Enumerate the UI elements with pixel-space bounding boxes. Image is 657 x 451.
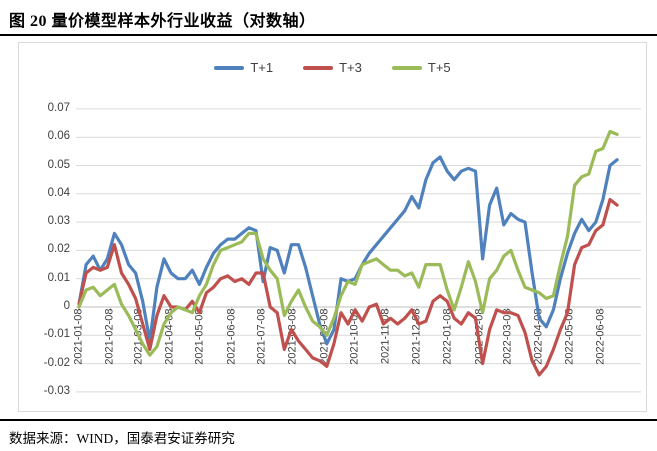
x-tick-label: 2021-04-08: [163, 308, 176, 365]
legend-label: T+3: [339, 60, 362, 75]
x-tick-label: 2022-01-08: [441, 308, 454, 365]
page-title: 图 20 量价模型样本外行业收益（对数轴）: [9, 13, 316, 30]
x-tick-label: 2021-03-08: [132, 308, 145, 365]
y-tick-label: -0.02: [43, 356, 70, 369]
chart-frame: T+1 T+3 T+5 0.07 0.06 0.05 0.04 0.03 0.02 0.01 0 -…: [18, 42, 647, 412]
y-tick-label: 0.01: [47, 271, 70, 284]
legend-swatch: [303, 65, 334, 70]
y-tick-label: 0: [63, 300, 70, 312]
x-tick-label: 2021-07-08: [255, 308, 268, 365]
y-tick-label: 0.07: [47, 101, 70, 114]
legend-label: T+5: [427, 60, 451, 75]
x-tick-label: 2021-08-08: [286, 308, 299, 365]
x-tick-label: 2021-06-08: [225, 308, 238, 365]
source-rule: [0, 419, 657, 421]
legend-item-t5: T+5: [391, 60, 451, 75]
y-tick-label: 0.05: [47, 158, 70, 171]
x-tick-label: 2021-11-08: [379, 308, 392, 364]
y-tick-label: 0.04: [47, 186, 70, 199]
x-tick-label: 2022-05-08: [563, 308, 576, 365]
source-note: 数据来源：WIND，国泰君安证券研究: [9, 431, 235, 446]
legend-item-t1: T+1: [214, 60, 273, 75]
y-tick-label: -0.01: [43, 328, 70, 341]
title-rule: [0, 34, 657, 36]
x-tick-label: 2021-05-08: [193, 308, 206, 365]
legend-item-t3: T+3: [303, 60, 362, 75]
legend-swatch: [214, 65, 245, 70]
y-tick-label: 0.06: [47, 130, 70, 143]
x-tick-label: 2021-10-08: [348, 308, 361, 365]
x-tick-label: 2022-03-08: [501, 308, 514, 365]
y-tick-label: 0.03: [47, 215, 70, 228]
x-tick-label: 2022-04-08: [532, 308, 545, 365]
y-tick-label: 0.02: [47, 243, 70, 256]
x-tick-label: 2022-06-08: [594, 308, 607, 365]
legend-swatch: [391, 65, 422, 70]
x-tick-label: 2022-02-08: [473, 308, 485, 365]
x-tick-label: 2021-12-08: [410, 308, 423, 365]
legend-label: T+1: [250, 60, 274, 75]
x-tick-label: 2021-02-08: [103, 308, 116, 365]
x-tick-label: 2021-01-08: [72, 308, 85, 365]
y-tick-label: -0.03: [43, 384, 70, 397]
x-tick-label: 2021-09-08: [318, 308, 331, 365]
chart-legend: T+1 T+3 T+5: [19, 60, 646, 75]
